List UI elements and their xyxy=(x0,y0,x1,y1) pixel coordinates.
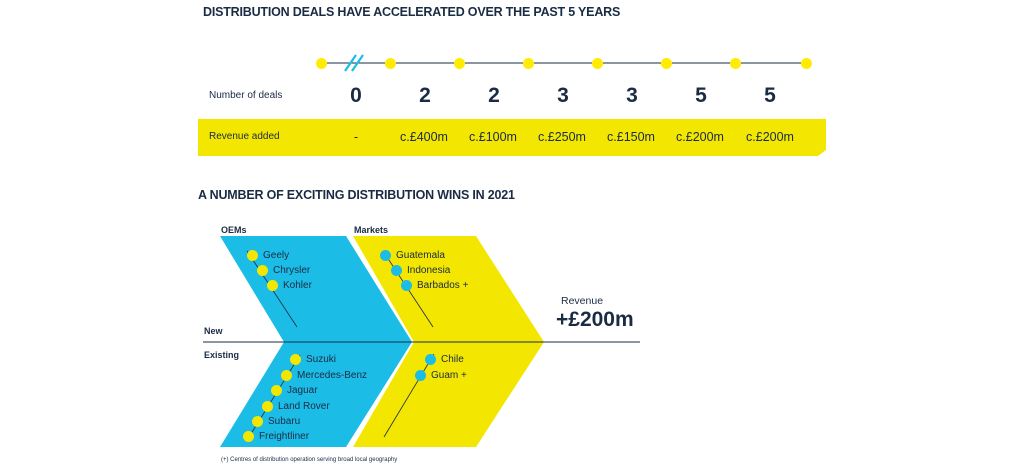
market-new-item: Barbados + xyxy=(417,280,469,291)
timeline-dot xyxy=(315,57,327,69)
list-bullet xyxy=(242,430,254,442)
timeline-graphic xyxy=(198,54,826,156)
list-bullet xyxy=(280,369,292,381)
list-bullet xyxy=(261,400,273,412)
timeline-dot xyxy=(453,57,465,69)
list-bullet xyxy=(266,279,278,291)
timeline-dot xyxy=(800,57,812,69)
oem-existing-item: Mercedes-Benz xyxy=(297,370,368,381)
timeline-heading: DISTRIBUTION DEALS HAVE ACCELERATED OVER… xyxy=(203,5,621,19)
revenue-row-label: Revenue added xyxy=(209,131,280,142)
oem-new-item: Chrysler xyxy=(273,265,311,276)
timeline-dot xyxy=(729,57,741,69)
list-bullet xyxy=(390,264,402,276)
market-existing-item: Guam + xyxy=(431,370,467,381)
revenue-callout-label: Revenue xyxy=(561,295,604,307)
list-bullet xyxy=(256,264,268,276)
deal-count: 5 xyxy=(764,84,776,107)
list-bullet xyxy=(251,415,263,427)
markets-label: Markets xyxy=(354,225,389,235)
oems-label: OEMs xyxy=(221,225,247,235)
oem-existing-item: Suzuki xyxy=(306,354,337,365)
deal-count: 5 xyxy=(695,84,707,107)
deal-count: 2 xyxy=(419,84,431,107)
oem-existing-item: Freightliner xyxy=(259,431,310,442)
axis-break-icon xyxy=(344,54,364,72)
timeline-dot xyxy=(591,57,603,69)
oem-existing-item: Land Rover xyxy=(278,401,330,412)
revenue-value: c.£150m xyxy=(607,130,655,144)
revenue-value: - xyxy=(353,130,359,144)
list-bullet xyxy=(289,353,301,365)
market-new-item: Indonesia xyxy=(407,265,451,276)
deal-count: 3 xyxy=(626,84,638,107)
footnote: (+) Centres of distribution operation se… xyxy=(221,457,398,463)
deal-count: 2 xyxy=(488,84,500,107)
oem-new-item: Kohler xyxy=(283,280,312,291)
market-new-item: Guatemala xyxy=(396,250,445,261)
revenue-value: c.£100m xyxy=(469,130,517,144)
revenue-callout-value: +£200m xyxy=(556,308,634,331)
list-bullet xyxy=(379,249,391,261)
markets-existing-leader xyxy=(383,353,435,438)
deals-row-label: Number of deals xyxy=(209,90,283,101)
revenue-value: c.£400m xyxy=(400,130,448,144)
timeline-dot xyxy=(384,57,396,69)
oem-existing-item: Jaguar xyxy=(287,385,318,396)
wins-heading: A NUMBER OF EXCITING DISTRIBUTION WINS I… xyxy=(198,188,515,202)
list-bullet xyxy=(414,369,426,381)
revenue-value: c.£250m xyxy=(538,130,586,144)
list-bullet xyxy=(246,249,258,261)
market-existing-item: Chile xyxy=(441,354,464,365)
revenue-value: c.£200m xyxy=(746,130,794,144)
oem-existing-item: Subaru xyxy=(268,416,301,427)
revenue-value: c.£200m xyxy=(676,130,724,144)
deal-count: 0 xyxy=(350,84,362,107)
new-label: New xyxy=(204,326,223,336)
list-bullet xyxy=(270,384,282,396)
list-bullet xyxy=(400,279,412,291)
deal-count: 3 xyxy=(557,84,569,107)
list-bullet xyxy=(424,353,436,365)
timeline-dot xyxy=(522,57,534,69)
existing-label: Existing xyxy=(204,350,240,360)
oem-new-item: Geely xyxy=(263,250,290,261)
revenue-band xyxy=(198,119,826,156)
timeline-dot xyxy=(660,57,672,69)
